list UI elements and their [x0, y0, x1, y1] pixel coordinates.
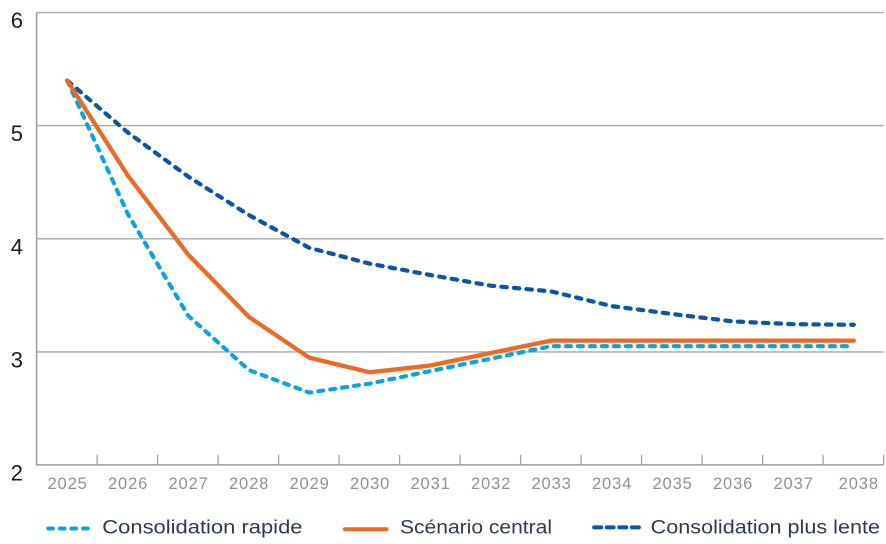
- svg-text:2028: 2028: [229, 475, 269, 493]
- svg-text:5: 5: [11, 121, 23, 146]
- svg-text:2: 2: [11, 460, 23, 485]
- svg-text:2038: 2038: [839, 475, 879, 493]
- svg-text:2036: 2036: [713, 475, 753, 493]
- svg-text:2026: 2026: [108, 475, 148, 493]
- svg-text:2032: 2032: [471, 475, 511, 493]
- svg-text:2034: 2034: [592, 475, 632, 493]
- svg-text:6: 6: [11, 8, 23, 33]
- svg-text:2033: 2033: [531, 475, 571, 493]
- svg-text:2025: 2025: [47, 475, 87, 493]
- svg-text:Consolidation plus lente: Consolidation plus lente: [651, 517, 880, 538]
- svg-text:4: 4: [11, 234, 23, 259]
- svg-text:2037: 2037: [773, 475, 813, 493]
- svg-text:3: 3: [11, 347, 23, 372]
- svg-text:2027: 2027: [168, 475, 208, 493]
- svg-text:2030: 2030: [350, 475, 390, 493]
- svg-text:2029: 2029: [289, 475, 329, 493]
- svg-text:2035: 2035: [652, 475, 692, 493]
- svg-text:Scénario central: Scénario central: [400, 517, 552, 538]
- svg-text:2031: 2031: [410, 475, 450, 493]
- svg-text:Consolidation rapide: Consolidation rapide: [102, 517, 302, 538]
